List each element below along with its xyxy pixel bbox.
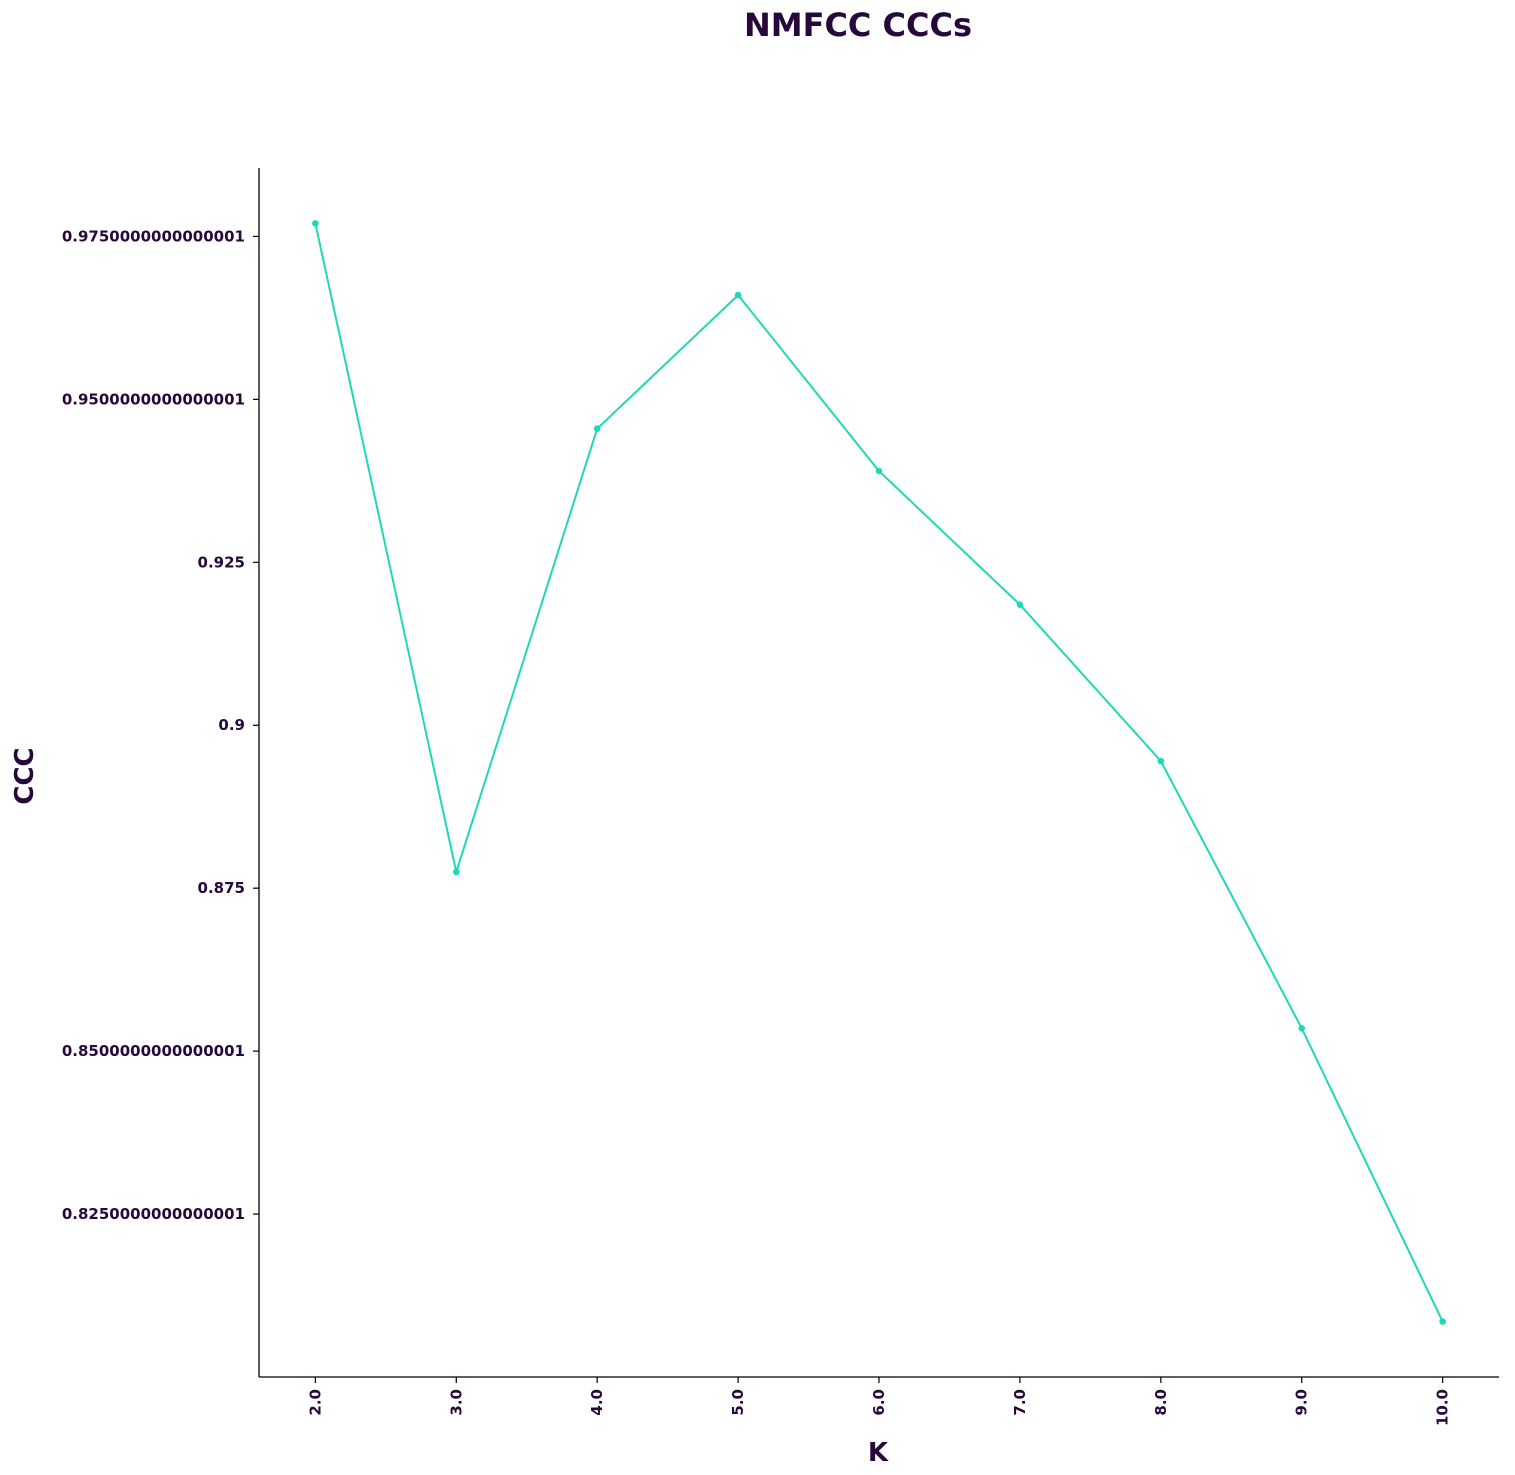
data-point [1016, 601, 1024, 608]
data-point [1298, 1025, 1306, 1032]
chart-title: NMFCC CCCs [744, 6, 972, 44]
y-tick-label: 0.8500000000000001 [62, 1042, 245, 1060]
y-tick-label: 0.9500000000000001 [62, 390, 245, 408]
x-tick-label: 5.0 [729, 1389, 747, 1416]
x-tick-label: 10.0 [1434, 1389, 1452, 1426]
x-tick-label: 8.0 [1152, 1389, 1170, 1416]
x-tick-label: 6.0 [870, 1389, 888, 1416]
x-axis-label: K [868, 1438, 889, 1468]
y-tick-label: 0.9750000000000001 [62, 227, 245, 245]
x-tick-label: 4.0 [588, 1389, 606, 1416]
x-tick-label: 9.0 [1293, 1389, 1311, 1416]
data-point [312, 220, 319, 227]
y-tick-label: 0.8250000000000001 [62, 1205, 245, 1223]
data-point [875, 467, 883, 475]
y-tick-label: 0.925 [198, 553, 245, 571]
data-point [734, 291, 742, 299]
x-tick-label: 2.0 [306, 1389, 324, 1416]
data-point [1439, 1318, 1446, 1325]
series-line [314, 223, 1444, 1323]
x-tick-label: 7.0 [1011, 1389, 1029, 1416]
data-point [593, 425, 601, 433]
y-tick-label: 0.9 [218, 716, 245, 734]
y-axis-label: CCC [10, 747, 40, 804]
y-tick-label: 0.875 [198, 879, 245, 897]
x-tick-label: 3.0 [447, 1389, 465, 1416]
plot-area: 0.8250000000000001 0.8500000000000001 0.87… [62, 168, 1499, 1426]
data-point [452, 868, 460, 876]
data-point [1157, 757, 1165, 765]
